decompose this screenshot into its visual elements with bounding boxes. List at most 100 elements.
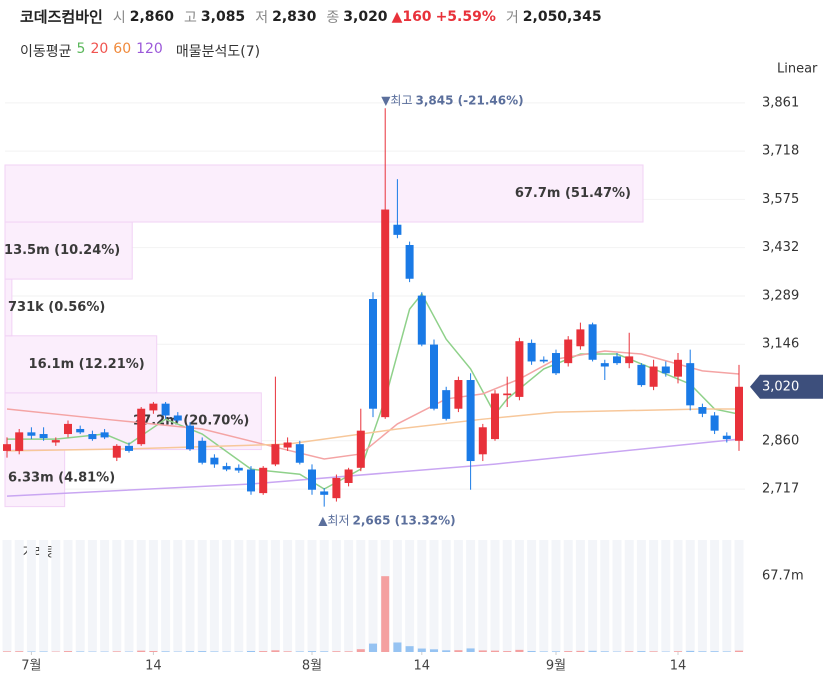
volume-column (697, 540, 707, 652)
volume-column (222, 540, 232, 652)
volume-bar (198, 651, 207, 652)
volume-column (2, 540, 12, 652)
volume-bar (320, 651, 329, 652)
candle-body (393, 224, 402, 235)
candle-body (356, 430, 365, 468)
volume-column (136, 540, 146, 652)
candle-body (295, 444, 304, 463)
legend: 이동평균 5 20 60 120 매물분석도(7) (20, 41, 260, 61)
volume-bar (515, 649, 524, 652)
volume-column (270, 540, 280, 652)
candle-body (210, 457, 219, 465)
volume-bar (417, 648, 426, 652)
candle-body (600, 363, 609, 367)
y-tick-label: 3,861 (762, 95, 799, 110)
candle-body (539, 359, 548, 362)
candle-body (722, 435, 731, 440)
high-marker-key: 최고 (390, 93, 412, 107)
volume-column (417, 540, 427, 652)
ma-legend[interactable]: 5 (76, 41, 86, 57)
volume-bar (576, 650, 585, 652)
ma-legend[interactable]: 20 (90, 41, 109, 57)
volume-column (87, 540, 97, 652)
candle-body (661, 366, 670, 374)
quote-header: 코데즈컴바인 시 2,860 고 3,085 저 2,830 종 3,020 ▲… (20, 6, 602, 27)
candle-body (27, 432, 36, 436)
candle-body (503, 393, 512, 396)
volume-bar (39, 651, 48, 652)
volume-column (283, 540, 293, 652)
candle-body (320, 491, 329, 495)
y-tick-label: 3,289 (762, 288, 799, 303)
profile-bar (4, 221, 133, 280)
candle-body (161, 403, 170, 416)
open-key: 시 (112, 9, 126, 26)
volume-column (75, 540, 85, 652)
volume-column (209, 540, 219, 652)
volume-bar (564, 651, 573, 652)
volume-column (612, 540, 622, 652)
candle-body (442, 390, 451, 419)
volume-column (685, 540, 695, 652)
candle-body (308, 469, 316, 490)
profile-bar (4, 164, 644, 223)
volume-column (661, 540, 671, 652)
high-value: 3,085 (200, 8, 246, 25)
candle-body (15, 432, 24, 451)
volume-column (636, 540, 646, 652)
y-tick-label: 3,575 (762, 192, 799, 207)
candle-body (137, 408, 146, 445)
volume-bar (674, 651, 682, 652)
volume-tick-label: 67.7m (762, 569, 804, 584)
volume-column (26, 540, 36, 652)
volume-bar (722, 651, 731, 652)
candle-body (344, 469, 353, 483)
low-key: 저 (255, 9, 269, 26)
candle-body (686, 363, 695, 406)
volume-bar (466, 648, 475, 652)
volume-bar (295, 651, 304, 652)
volume-column (100, 540, 110, 652)
profile-title[interactable]: 매물분석도(7) (175, 44, 261, 60)
candle-body (454, 380, 463, 409)
volume-bar (478, 650, 487, 652)
volume-column (39, 540, 49, 652)
open-value: 2,860 (129, 8, 174, 25)
volume-column (539, 540, 549, 652)
candle-body (369, 299, 377, 409)
volume-column (307, 540, 317, 652)
volume-bar (637, 651, 646, 652)
volume-bar (710, 651, 719, 652)
ma-title[interactable]: 이동평균 (20, 44, 72, 60)
volume-column (295, 540, 305, 652)
candle-body (735, 386, 743, 441)
candle-body (100, 432, 109, 438)
y-tick-label: 3,718 (762, 144, 799, 159)
volume-bar (381, 576, 390, 652)
ma-names: 5 20 60 120 (77, 41, 163, 61)
ma-legend[interactable]: 120 (136, 41, 163, 57)
volume-bar (3, 651, 11, 652)
volume-column (722, 540, 732, 652)
volume-bar (149, 650, 158, 652)
volume-column (124, 540, 134, 652)
volume-bar (76, 651, 85, 652)
volume-column (14, 540, 24, 652)
volume-column (112, 540, 122, 652)
candle-body (625, 356, 634, 364)
volume-column (246, 540, 256, 652)
candle-body (332, 477, 341, 499)
ma-legend[interactable]: 60 (113, 41, 132, 57)
volume-bar (186, 651, 194, 652)
volume-column (161, 540, 171, 652)
candle-body (674, 359, 682, 377)
candle-body (198, 440, 207, 463)
candle-body (649, 366, 658, 387)
y-tick-label: 2,860 (762, 433, 799, 448)
low-marker-icon: ▲ (318, 513, 328, 527)
low-marker: ▲최저 2,665 (13.32%) (318, 513, 455, 527)
candle-body (430, 344, 438, 409)
volume-column (405, 540, 415, 652)
volume-bar (491, 650, 499, 652)
volume-value: 2,050,345 (522, 8, 602, 25)
